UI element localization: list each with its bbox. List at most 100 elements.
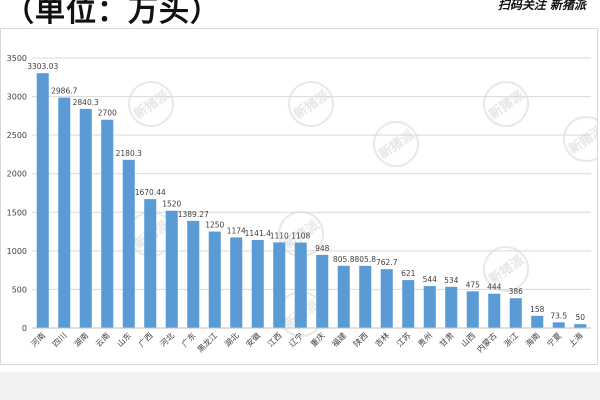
x-axis: 河南 四川 湖南 云南 山东 广西 河北 广东黑龙江 湖北 安徽 江西 辽宁 重庆 福建 陕西 吉林 江苏 贵州甘… xyxy=(29,327,591,354)
x-tick-label: 江苏 xyxy=(394,330,412,348)
value-label: 73.5 xyxy=(550,311,567,320)
value-label: 805.8 xyxy=(333,255,355,264)
value-label: 3303.03 xyxy=(27,62,58,71)
bar-江苏 xyxy=(402,280,415,328)
x-tick-label: 广西 xyxy=(136,330,154,348)
value-label: 1250 xyxy=(205,221,224,230)
bar-云南 xyxy=(101,119,114,328)
bar-甘肃 xyxy=(445,286,458,328)
value-label: 444 xyxy=(487,283,502,292)
value-label: 1141.4 xyxy=(245,229,271,238)
watermark-ring xyxy=(128,81,174,127)
x-tick-label: 山东 xyxy=(115,330,133,348)
bar-河南 xyxy=(36,73,49,328)
watermark-0: 新猪派 xyxy=(128,81,174,127)
x-tick-label: 海南 xyxy=(523,330,541,348)
watermark-ring xyxy=(288,81,334,127)
x-tick-label: 福建 xyxy=(330,330,348,348)
watermark-ring xyxy=(373,121,419,167)
bottom-strip xyxy=(0,372,600,400)
x-tick-label: 内蒙古 xyxy=(475,330,499,354)
value-label: 2700 xyxy=(98,109,117,118)
x-tick-label: 云南 xyxy=(93,330,111,348)
x-tick-label: 广东 xyxy=(179,330,197,348)
x-tick-label: 陕西 xyxy=(351,330,369,348)
watermark-4: 新猪派 xyxy=(563,116,597,162)
y-tick-label: 1000 xyxy=(7,247,27,256)
x-tick-label: 甘肃 xyxy=(437,330,455,348)
watermark-ring xyxy=(483,81,529,127)
bar-福建 xyxy=(337,265,350,328)
bar-浙江 xyxy=(509,298,522,328)
watermark-text: 新猪派 xyxy=(376,127,418,163)
x-tick-label: 吉林 xyxy=(373,330,391,348)
y-tick-label: 2500 xyxy=(7,131,27,140)
value-label: 544 xyxy=(423,275,438,284)
unit-title: （单位：万头） xyxy=(4,0,221,29)
bar-广东 xyxy=(187,220,200,328)
x-tick-label: 贵州 xyxy=(416,330,434,348)
bar-内蒙古 xyxy=(488,293,501,328)
bar-陕西 xyxy=(359,265,372,328)
bar-宁夏 xyxy=(552,322,565,328)
value-label: 1520 xyxy=(162,200,181,209)
bar-河北 xyxy=(165,210,178,328)
value-label: 1110 xyxy=(270,231,289,240)
value-label: 1174 xyxy=(227,226,246,235)
bar-黑龙江 xyxy=(208,231,221,328)
value-label: 2840.3 xyxy=(73,98,99,107)
value-label: 50 xyxy=(575,313,585,322)
x-tick-label: 湖北 xyxy=(223,331,241,349)
x-tick-label: 安徽 xyxy=(244,330,262,348)
x-tick-label: 河南 xyxy=(29,330,47,348)
x-tick-label: 湖南 xyxy=(72,330,90,348)
y-tick-label: 500 xyxy=(12,285,27,294)
watermark-1: 新猪派 xyxy=(288,81,334,127)
bar-重庆 xyxy=(316,254,329,328)
bar-吉林 xyxy=(380,269,393,328)
watermark-3: 新猪派 xyxy=(373,121,419,167)
watermark-text: 新猪派 xyxy=(291,87,333,123)
watermark-text: 新猪派 xyxy=(131,87,173,123)
bar-湖南 xyxy=(79,108,92,328)
x-tick-label: 黑龙江 xyxy=(195,330,219,354)
watermark-ring xyxy=(563,116,597,162)
x-tick-label: 宁夏 xyxy=(545,330,563,348)
watermark-text: 新猪派 xyxy=(486,87,528,123)
scan-follow-text: 扫码关注 新猪派 xyxy=(497,0,586,12)
bar-湖北 xyxy=(230,237,243,328)
bar-江西 xyxy=(273,242,286,328)
value-label: 2986.7 xyxy=(51,87,77,96)
bar-广西 xyxy=(144,199,157,328)
x-tick-label: 山西 xyxy=(459,330,477,348)
y-axis: 0 500 1000 1500 2000 2500 3000 3500 xyxy=(7,54,27,333)
value-label: 1389.27 xyxy=(178,210,209,219)
y-tick-label: 1500 xyxy=(7,208,27,217)
value-label: 621 xyxy=(401,269,416,278)
watermark-text: 新猪派 xyxy=(566,122,597,158)
value-label: 386 xyxy=(509,287,524,296)
x-tick-label: 河北 xyxy=(158,330,176,348)
bar-山东 xyxy=(122,159,135,328)
value-label: 534 xyxy=(444,276,459,285)
y-tick-label: 3500 xyxy=(7,54,27,63)
value-label: 948 xyxy=(315,244,330,253)
bar-海南 xyxy=(531,315,544,328)
bar-辽宁 xyxy=(294,242,307,328)
value-label: 475 xyxy=(466,280,481,289)
bar-上海 xyxy=(574,324,587,328)
value-label: 1108 xyxy=(291,232,310,241)
y-tick-label: 3000 xyxy=(7,93,27,102)
value-label: 2180.3 xyxy=(116,149,142,158)
bar-chart: 新猪派新猪派新猪派新猪派新猪派新猪派新猪派新猪派新猪派 050010001500… xyxy=(7,54,597,354)
value-label: 158 xyxy=(530,305,545,314)
bar-山西 xyxy=(466,291,479,328)
value-labels: 3303.03 2986.7 2840.3 2700 2180.3 1670.44 1520… xyxy=(27,62,585,322)
x-tick-label: 江西 xyxy=(266,331,284,349)
header-band: （单位：万头） 扫码关注 新猪派 xyxy=(0,0,600,29)
y-tick-label: 0 xyxy=(22,324,27,333)
x-tick-label: 四川 xyxy=(51,331,69,349)
watermark-7: 新猪派 xyxy=(483,246,529,292)
bar-贵州 xyxy=(423,286,436,328)
x-tick-label: 浙江 xyxy=(502,330,520,348)
